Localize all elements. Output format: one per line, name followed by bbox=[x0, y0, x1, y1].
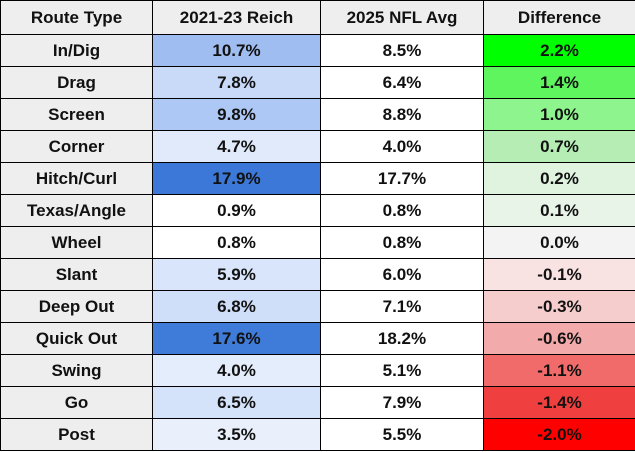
value-cell: -2.0% bbox=[483, 418, 635, 451]
table-row: Quick Out 17.6% 18.2% -0.6% bbox=[0, 322, 635, 355]
column-header: Route Type bbox=[0, 0, 153, 35]
value-cell: 6.5% bbox=[152, 386, 321, 419]
value-cell: -0.3% bbox=[483, 290, 635, 323]
table-row: Drag 7.8% 6.4% 1.4% bbox=[0, 66, 635, 99]
table-row: Slant 5.9% 6.0% -0.1% bbox=[0, 258, 635, 291]
value-cell: 10.7% bbox=[152, 34, 321, 67]
table-row: In/Dig 10.7% 8.5% 2.2% bbox=[0, 34, 635, 67]
value-cell: 0.8% bbox=[320, 226, 484, 259]
value-cell: 8.5% bbox=[320, 34, 484, 67]
table-row: Swing 4.0% 5.1% -1.1% bbox=[0, 354, 635, 387]
value-cell: 0.1% bbox=[483, 194, 635, 227]
value-cell: 0.8% bbox=[152, 226, 321, 259]
value-cell: 2.2% bbox=[483, 34, 635, 67]
route-type-cell: Hitch/Curl bbox=[0, 162, 153, 195]
value-cell: 0.0% bbox=[483, 226, 635, 259]
value-cell: 6.0% bbox=[320, 258, 484, 291]
value-cell: 1.0% bbox=[483, 98, 635, 131]
column-header: Difference bbox=[483, 0, 635, 35]
table-row: Hitch/Curl 17.9% 17.7% 0.2% bbox=[0, 162, 635, 195]
route-type-cell: Deep Out bbox=[0, 290, 153, 323]
value-cell: 5.5% bbox=[320, 418, 484, 451]
value-cell: 18.2% bbox=[320, 322, 484, 355]
value-cell: -0.6% bbox=[483, 322, 635, 355]
table-row: Corner 4.7% 4.0% 0.7% bbox=[0, 130, 635, 163]
column-header: 2025 NFL Avg bbox=[320, 0, 484, 35]
value-cell: 3.5% bbox=[152, 418, 321, 451]
value-cell: -0.1% bbox=[483, 258, 635, 291]
value-cell: 0.2% bbox=[483, 162, 635, 195]
table-row: Wheel 0.8% 0.8% 0.0% bbox=[0, 226, 635, 259]
route-type-cell: Texas/Angle bbox=[0, 194, 153, 227]
table-row: Post 3.5% 5.5% -2.0% bbox=[0, 418, 635, 451]
value-cell: 17.7% bbox=[320, 162, 484, 195]
value-cell: 9.8% bbox=[152, 98, 321, 131]
value-cell: 4.7% bbox=[152, 130, 321, 163]
value-cell: 7.8% bbox=[152, 66, 321, 99]
value-cell: -1.4% bbox=[483, 386, 635, 419]
value-cell: 17.9% bbox=[152, 162, 321, 195]
value-cell: 7.1% bbox=[320, 290, 484, 323]
value-cell: 6.8% bbox=[152, 290, 321, 323]
value-cell: 0.9% bbox=[152, 194, 321, 227]
table-row: Deep Out 6.8% 7.1% -0.3% bbox=[0, 290, 635, 323]
route-type-cell: Screen bbox=[0, 98, 153, 131]
table-row: Texas/Angle 0.9% 0.8% 0.1% bbox=[0, 194, 635, 227]
header-row: Route Type 2021-23 Reich 2025 NFL Avg Diffe… bbox=[0, 0, 635, 35]
value-cell: 6.4% bbox=[320, 66, 484, 99]
value-cell: 17.6% bbox=[152, 322, 321, 355]
value-cell: -1.1% bbox=[483, 354, 635, 387]
value-cell: 0.7% bbox=[483, 130, 635, 163]
value-cell: 1.4% bbox=[483, 66, 635, 99]
route-type-cell: Swing bbox=[0, 354, 153, 387]
route-type-cell: Corner bbox=[0, 130, 153, 163]
table-row: Screen 9.8% 8.8% 1.0% bbox=[0, 98, 635, 131]
route-type-cell: Quick Out bbox=[0, 322, 153, 355]
column-header: 2021-23 Reich bbox=[152, 0, 321, 35]
value-cell: 4.0% bbox=[152, 354, 321, 387]
value-cell: 4.0% bbox=[320, 130, 484, 163]
value-cell: 5.9% bbox=[152, 258, 321, 291]
route-type-cell: Wheel bbox=[0, 226, 153, 259]
route-type-cell: Go bbox=[0, 386, 153, 419]
value-cell: 0.8% bbox=[320, 194, 484, 227]
route-type-cell: Post bbox=[0, 418, 153, 451]
table-row: Go 6.5% 7.9% -1.4% bbox=[0, 386, 635, 419]
value-cell: 7.9% bbox=[320, 386, 484, 419]
value-cell: 8.8% bbox=[320, 98, 484, 131]
value-cell: 5.1% bbox=[320, 354, 484, 387]
route-type-cell: Drag bbox=[0, 66, 153, 99]
route-type-cell: In/Dig bbox=[0, 34, 153, 67]
route-type-cell: Slant bbox=[0, 258, 153, 291]
